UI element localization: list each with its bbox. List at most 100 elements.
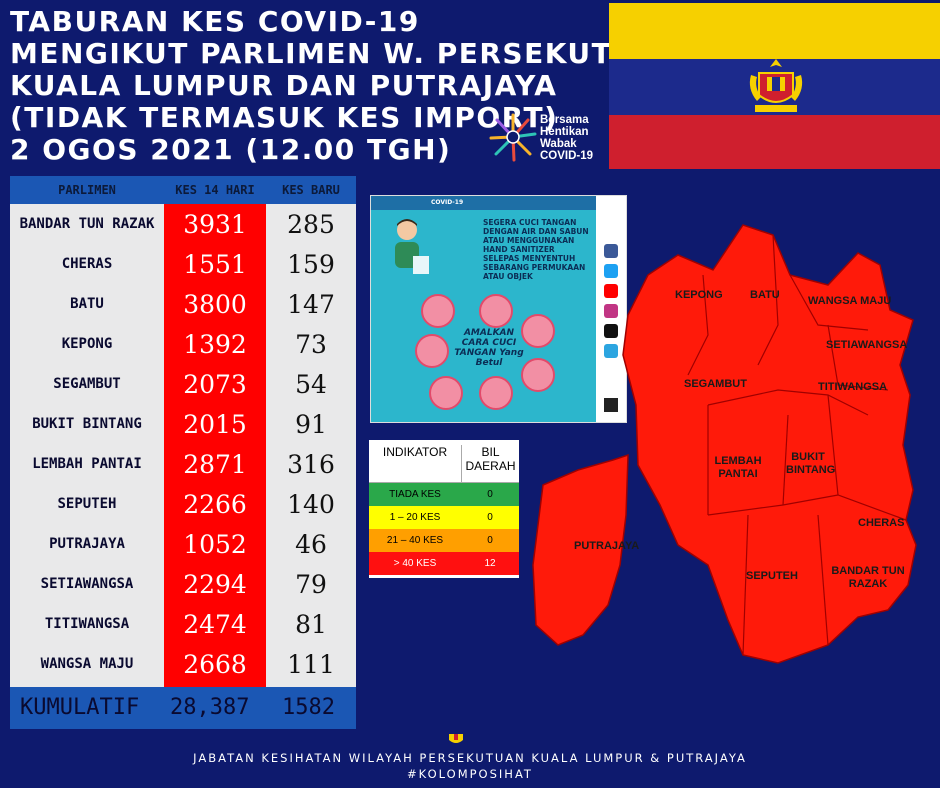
legend-label: > 40 KES (393, 558, 437, 569)
child-washing-hands-icon (395, 219, 429, 274)
legend-value: 12 (484, 558, 496, 569)
kes14-highlight-column (164, 204, 266, 687)
map-label-wangsa-maju: WANGSA MAJU (808, 295, 892, 307)
table-header: PARLIMEN KES 14 HARI KES BARU (10, 176, 356, 204)
map-label-cheras: CHERAS (858, 517, 905, 529)
legend-row: > 40 KES 12 (369, 552, 519, 575)
row-parlimen: KEPONG (61, 335, 113, 352)
title-line: MENGIKUT PARLIMEN W. PERSEKUTUAN (10, 37, 684, 70)
legend-value: 0 (487, 535, 493, 546)
youtube-icon (604, 284, 618, 298)
step-icon (521, 358, 555, 392)
handwashing-poster: COVID-19 SEGERA CUCI TANGAN DENGAN AIR D… (370, 195, 627, 423)
campaign-line: Bersama (540, 114, 589, 126)
map-label-putrajaya: PUTRAJAYA (574, 540, 640, 552)
facebook-icon (604, 244, 618, 258)
row-parlimen: LEMBAH PANTAI (32, 455, 142, 472)
table-row: TITIWANGSA 2474 81 (10, 604, 356, 644)
kl-region (622, 224, 917, 664)
row-parlimen: PUTRAJAYA (49, 535, 125, 552)
row-kes14: 2871 (183, 449, 247, 479)
row-kes14: 2073 (183, 369, 247, 399)
tiktok-icon (604, 324, 618, 338)
row-kes14: 2294 (183, 569, 247, 599)
row-baru: 316 (287, 449, 335, 479)
column-header-parlimen: PARLIMEN (58, 183, 116, 197)
step-icon (429, 376, 463, 410)
footer-hashtag: #KOLOMPOSIHAT (407, 767, 533, 781)
map-label-titiwangsa: TITIWANGSA (818, 381, 888, 393)
map-label-segambut: SEGAMBUT (684, 378, 747, 390)
district-map: KEPONG BATU WANGSA MAJU SETIAWANGSA SEGA… (528, 215, 940, 675)
table-row: SETIAWANGSA 2294 79 (10, 564, 356, 604)
table-row: PUTRAJAYA 1052 46 (10, 524, 356, 564)
row-kes14: 2668 (183, 649, 247, 679)
table-row: BATU 3800 147 (10, 284, 356, 324)
map-label-bandar-tun-razak: BANDAR TUN RAZAK (831, 565, 905, 590)
row-kes14: 3931 (183, 209, 247, 239)
table-row: BUKIT BINTANG 2015 91 (10, 404, 356, 444)
footer-agency: JABATAN KESIHATAN WILAYAH PERSEKUTUAN KU… (193, 751, 747, 765)
table-footer: KUMULATIF 28,387 1582 (10, 687, 356, 729)
table-row: WANGSA MAJU 2668 111 (10, 644, 356, 684)
table-row: LEMBAH PANTAI 2871 316 (10, 444, 356, 484)
flag-yellow-band (609, 3, 940, 59)
table-row: KEPONG 1392 73 (10, 324, 356, 364)
legend-label: TIADA KES (389, 489, 441, 500)
poster-center-text: AMALKAN CARA CUCI TANGAN Yang Betul (454, 328, 524, 368)
row-kes14: 2474 (183, 609, 247, 639)
legend-row: TIADA KES 0 (369, 483, 519, 506)
coat-of-arms-icon (749, 59, 803, 112)
title-line: KUALA LUMPUR DAN PUTRAJAYA (10, 69, 558, 102)
page-title: TABURAN KES COVID-19 MENGIKUT PARLIMEN W… (10, 5, 684, 166)
row-parlimen: BANDAR TUN RAZAK (19, 215, 155, 232)
putrajaya-region (532, 453, 629, 646)
title-line: (TIDAK TERMASUK KES IMPORT) (10, 101, 559, 134)
instagram-icon (604, 304, 618, 318)
row-baru: 46 (295, 529, 327, 559)
legend-row: 1 – 20 KES 0 (369, 506, 519, 529)
legend-label: 21 – 40 KES (386, 535, 444, 546)
cases-table: PARLIMEN KES 14 HARI KES BARU BANDAR TUN… (10, 176, 356, 729)
row-kes14: 2266 (183, 489, 247, 519)
step-icon (521, 314, 555, 348)
row-kes14: 1052 (183, 529, 247, 559)
poster-social-bar (596, 196, 626, 422)
column-header-baru: KES BARU (282, 183, 340, 197)
table-row: SEPUTEH 2266 140 (10, 484, 356, 524)
step-icon (479, 376, 513, 410)
cumulative-kes14: 28,387 (170, 695, 250, 720)
row-kes14: 1551 (183, 249, 247, 279)
legend-row: 21 – 40 KES 0 (369, 529, 519, 552)
row-baru: 73 (295, 329, 327, 359)
row-baru: 79 (295, 569, 327, 599)
row-baru: 81 (295, 609, 327, 639)
row-baru: 91 (295, 409, 327, 439)
row-kes14: 1392 (183, 329, 247, 359)
step-icon (415, 334, 449, 368)
step-icon (479, 294, 513, 328)
poster-headline: SEGERA CUCI TANGAN DENGAN AIR DAN SABUN … (483, 218, 589, 281)
legend-header: INDIKATOR BIL DAERAH (369, 440, 519, 483)
legend-value: 0 (487, 512, 493, 523)
row-parlimen: BATU (70, 295, 104, 312)
map-label-lembah-pantai: LEMBAH PANTAI (714, 455, 762, 480)
telegram-icon (604, 344, 618, 358)
map-label-kepong: KEPONG (675, 289, 723, 301)
step-icon (421, 294, 455, 328)
campaign-line: Wabak (540, 138, 577, 150)
title-line: TABURAN KES COVID-19 (10, 5, 420, 38)
map-label-seputeh: SEPUTEH (746, 570, 798, 582)
legend-label: 1 – 20 KES (389, 512, 441, 523)
row-baru: 111 (287, 649, 335, 679)
row-parlimen: WANGSA MAJU (40, 655, 134, 672)
table-row: SEGAMBUT 2073 54 (10, 364, 356, 404)
row-baru: 159 (287, 249, 335, 279)
map-label-bukit-bintang: BUKIT BINTANG (786, 451, 836, 476)
row-parlimen: SETIAWANGSA (40, 575, 134, 592)
map-label-setiawangsa: SETIAWANGSA (826, 339, 908, 351)
row-parlimen: SEGAMBUT (53, 375, 121, 392)
row-parlimen: TITIWANGSA (44, 615, 130, 632)
poster-header: COVID-19 (371, 196, 626, 210)
twitter-icon (604, 264, 618, 278)
